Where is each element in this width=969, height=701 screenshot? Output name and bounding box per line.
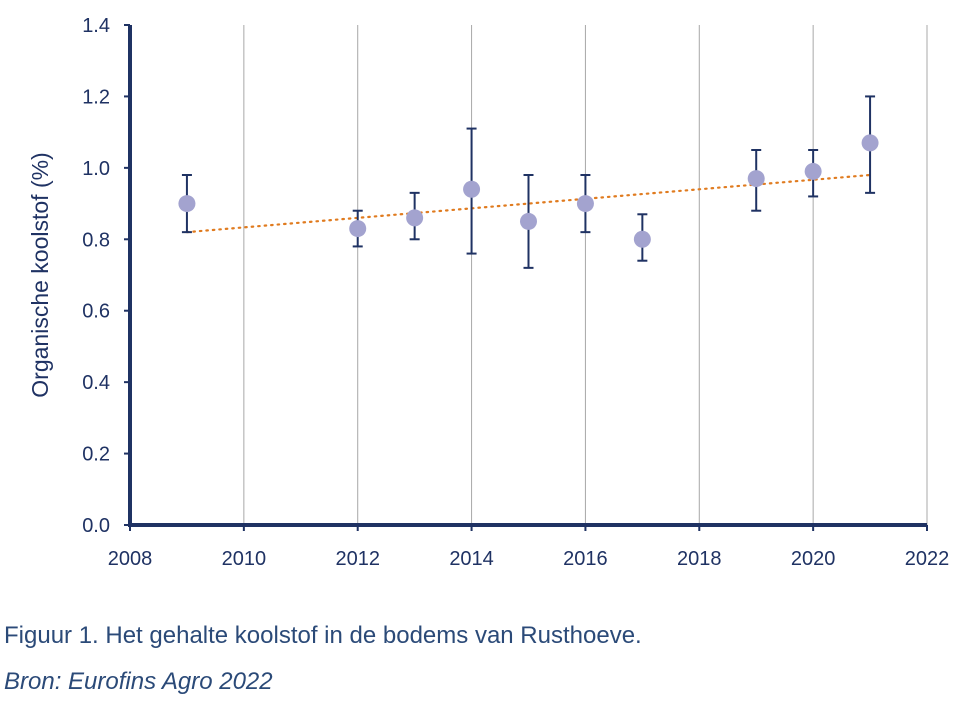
vertical-gridlines — [243, 25, 928, 525]
x-tick-label-2012: 2012 — [335, 548, 380, 570]
x-tick-label-2022: 2022 — [905, 548, 950, 570]
data-point-2009 — [178, 195, 196, 213]
data-point-2016 — [576, 195, 594, 213]
y-tick-label-1.0: 1.0 — [82, 158, 110, 180]
y-axis-label: Organische koolstof (%) — [27, 152, 53, 397]
data-point-2017 — [633, 230, 651, 248]
data-point-2012 — [349, 220, 367, 238]
data-point-2014 — [463, 180, 481, 198]
data-point-2019 — [747, 170, 765, 188]
data-point-2020 — [804, 162, 822, 180]
data-point-2013 — [406, 209, 424, 227]
y-tick-label-0.2: 0.2 — [82, 444, 110, 466]
x-tick-label-2014: 2014 — [449, 548, 494, 570]
x-tick-label-2008: 2008 — [108, 548, 153, 570]
y-tick-label-0.4: 0.4 — [82, 372, 110, 394]
x-tick-label-2020: 2020 — [791, 548, 836, 570]
x-tick-label-2018: 2018 — [677, 548, 722, 570]
y-tick-label-1.2: 1.2 — [82, 86, 110, 108]
y-tick-label-0.8: 0.8 — [82, 229, 110, 251]
figure-caption: Figuur 1. Het gehalte koolstof in de bod… — [4, 622, 642, 649]
y-tick-label-1.4: 1.4 — [82, 15, 110, 37]
y-tick-label-0.0: 0.0 — [82, 515, 110, 537]
data-point-2021 — [861, 134, 879, 152]
error-bars — [181, 95, 876, 269]
chart: 2008 2010 2012 2014 2016 2018 2020 2022 0.00.20… — [27, 15, 950, 570]
y-tick-label-0.6: 0.6 — [82, 301, 110, 323]
data-point-2015 — [520, 212, 537, 230]
y-tick-labels: 0.0 0.2 0.4 0.6 0.8 1.0 1.2 1.4 — [82, 15, 110, 537]
data-points — [178, 134, 879, 248]
x-tick-label-2010: 2010 — [222, 548, 267, 570]
x-tick-labels: 2008 2010 2012 2014 2016 2018 2020 2022 — [108, 548, 950, 570]
figure-source: Bron: Eurofins Agro 2022 — [4, 668, 273, 695]
x-tick-label-2016: 2016 — [563, 548, 608, 570]
